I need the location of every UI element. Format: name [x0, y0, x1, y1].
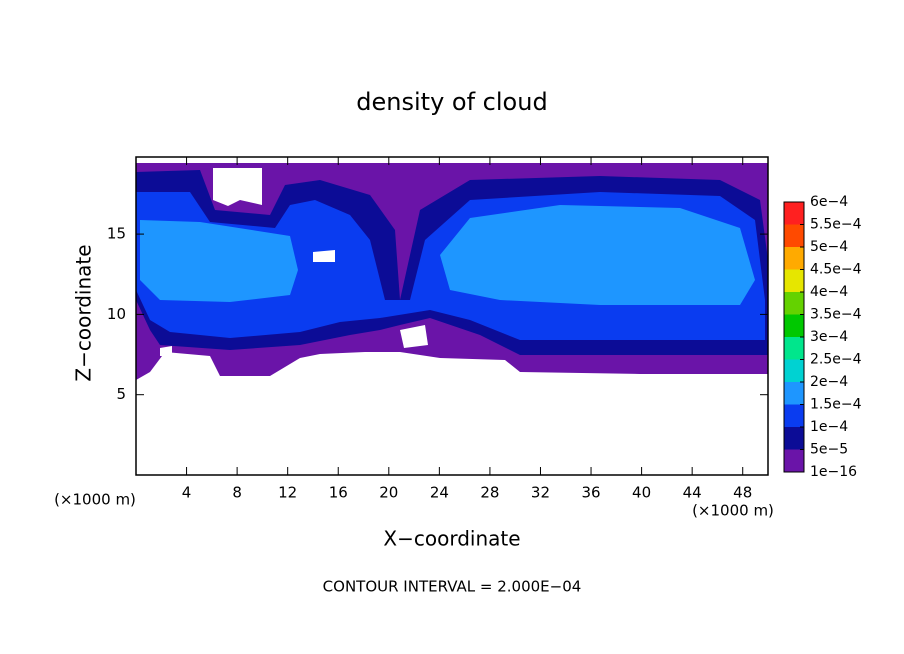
colorbar-label: 2.5e−4	[810, 352, 862, 368]
colorbar-label: 4.5e−4	[810, 262, 862, 278]
colorbar-swatch	[784, 247, 804, 270]
x-unit-label: (×1000 m)	[692, 502, 774, 520]
contour-field	[136, 163, 768, 380]
annotation: CONTOUR INTERVAL = 2.000E−04	[323, 578, 582, 596]
colorbar-swatch	[784, 337, 804, 360]
colorbar-label: 5.5e−4	[810, 217, 862, 233]
x-tick-label: 20	[379, 484, 398, 502]
chart-title: density of cloud	[356, 88, 547, 116]
colorbar-swatch	[784, 427, 804, 450]
colorbar-label: 2e−4	[810, 374, 848, 390]
x-tick-label: 44	[683, 484, 702, 502]
colorbar-label: 1e−4	[810, 419, 848, 435]
contour-region	[140, 205, 755, 305]
colorbar-label: 1e−16	[810, 464, 857, 480]
x-tick-label: 32	[531, 484, 550, 502]
y-tick-label: 5	[116, 385, 126, 403]
y-unit-label: (×1000 m)	[54, 491, 136, 509]
x-tick-label: 40	[632, 484, 651, 502]
x-tick-label: 28	[480, 484, 499, 502]
colorbar-swatch	[784, 382, 804, 405]
colorbar-swatch	[784, 224, 804, 247]
colorbar-swatch	[784, 202, 804, 225]
y-tick-label: 10	[107, 305, 126, 323]
x-tick-label: 8	[232, 484, 242, 502]
y-axis-label: Z−coordinate	[72, 244, 96, 381]
x-tick-label: 48	[733, 484, 752, 502]
colorbar-label: 3.5e−4	[810, 307, 862, 323]
x-axis-label: X−coordinate	[383, 527, 520, 551]
plot-frame	[135, 156, 769, 476]
colorbar-label: 3e−4	[810, 329, 848, 345]
colorbar-swatch	[784, 404, 804, 427]
x-tick-label: 36	[581, 484, 600, 502]
colorbar-swatch	[784, 292, 804, 315]
colorbar-label: 1.5e−4	[810, 397, 862, 413]
colorbar-label: 6e−4	[810, 194, 848, 210]
x-tick-label: 24	[430, 484, 449, 502]
x-tick-label: 12	[278, 484, 297, 502]
colorbar-label: 5e−5	[810, 442, 848, 458]
x-tick-label: 4	[182, 484, 192, 502]
colorbar-swatch	[784, 314, 804, 337]
colorbar-swatch	[784, 449, 804, 472]
x-tick-label: 16	[329, 484, 348, 502]
colorbar-label: 4e−4	[810, 284, 848, 300]
y-tick-label: 15	[107, 225, 126, 243]
colorbar-swatch	[784, 359, 804, 382]
colorbar-swatch	[784, 269, 804, 292]
colorbar-label: 5e−4	[810, 239, 848, 255]
